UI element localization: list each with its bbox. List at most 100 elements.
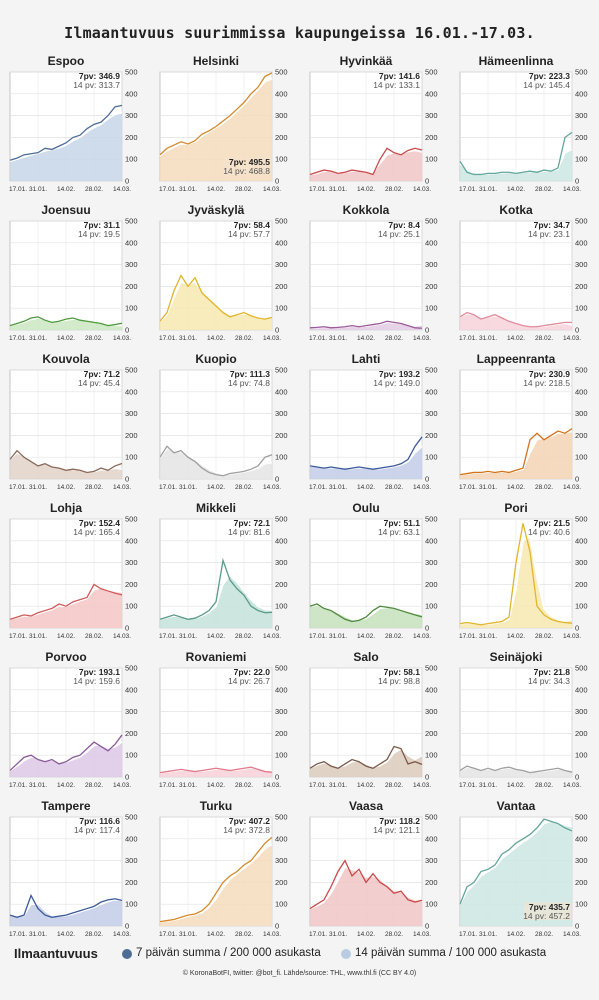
value-7pv: 7pv: 34.7 — [534, 220, 571, 230]
x-tick-label: 17.01. — [309, 633, 327, 640]
series-14pv-area — [160, 767, 272, 777]
city-panel: Kokkola 0 100 200 300 400 500 17.01. 31.01. 14.02… — [306, 201, 448, 347]
series-7pv-line — [159, 274, 273, 322]
y-tick-label: 500 — [125, 68, 138, 77]
x-tick-label: 14.02. — [57, 633, 75, 640]
value-7pv: 7pv: 193.1 — [79, 667, 120, 677]
value-7pv: 7pv: 21.8 — [534, 667, 571, 677]
y-tick-label: 100 — [125, 900, 138, 909]
series-7pv-line — [309, 745, 423, 769]
x-tick-label: 31.01. — [29, 782, 47, 789]
value-14pv: 14 pv: 149.0 — [373, 378, 420, 388]
panel-title: Pori — [504, 501, 527, 515]
x-tick-label: 17.01. — [159, 633, 177, 640]
value-14pv: 14 pv: 74.8 — [228, 378, 270, 388]
y-tick-label: 400 — [275, 89, 288, 98]
x-tick-label: 14.03. — [113, 186, 131, 193]
x-tick-label: 31.01. — [179, 782, 197, 789]
y-tick-label: 300 — [425, 111, 438, 120]
y-tick-label: 500 — [275, 217, 288, 226]
panel-title: Lahti — [352, 352, 381, 366]
series-7pv-line — [459, 311, 572, 328]
value-7pv: 7pv: 51.1 — [384, 518, 421, 528]
panel-title: Salo — [353, 650, 378, 664]
series-7pv-line — [309, 603, 423, 623]
y-tick-label: 200 — [425, 133, 438, 142]
value-7pv: 7pv: 141.6 — [379, 71, 420, 81]
legend: Ilmaantuvuus 7 päivän summa / 200 000 as… — [14, 944, 594, 966]
label-backdrop — [524, 902, 571, 920]
city-chart: Jyväskylä 0 100 200 300 400 500 17.01. 31.01. 14.… — [159, 203, 288, 342]
y-tick-label: 100 — [125, 602, 138, 611]
y-tick-label: 200 — [425, 580, 438, 589]
city-panel: Turku 0 100 200 300 400 500 17.01. 31.01. 14.02. 2… — [156, 797, 298, 943]
x-tick-label: 17.01. — [159, 484, 177, 491]
series-14pv-area — [10, 452, 122, 479]
y-tick-label: 0 — [425, 475, 429, 484]
y-tick-label: 200 — [275, 282, 288, 291]
value-14pv: 14 pv: 23.1 — [528, 229, 570, 239]
panel-title: Jyväskylä — [188, 203, 245, 217]
y-tick-label: 300 — [575, 260, 588, 269]
y-tick-label: 300 — [425, 856, 438, 865]
y-tick-label: 200 — [575, 431, 588, 440]
y-tick-label: 100 — [275, 751, 288, 760]
y-tick-label: 200 — [125, 580, 138, 589]
y-tick-label: 0 — [125, 475, 129, 484]
panel-title: Vaasa — [349, 799, 383, 813]
y-tick-label: 500 — [125, 664, 138, 673]
y-tick-label: 0 — [275, 773, 279, 782]
y-tick-label: 0 — [125, 177, 129, 186]
series-14pv-area — [10, 742, 122, 777]
y-tick-label: 300 — [575, 409, 588, 418]
series-14pv-area — [460, 313, 572, 330]
y-tick-label: 300 — [275, 707, 288, 716]
series-7pv-line — [9, 104, 123, 161]
y-tick-label: 500 — [575, 217, 588, 226]
y-tick-label: 400 — [275, 387, 288, 396]
city-chart: Porvoo 0 100 200 300 400 500 17.01. 31.01. 14.02.… — [9, 650, 138, 789]
x-tick-label: 14.02. — [357, 633, 375, 640]
value-14pv: 14 pv: 34.3 — [528, 676, 570, 686]
y-tick-label: 400 — [275, 536, 288, 545]
city-chart: Vaasa 0 100 200 300 400 500 17.01. 31.01. 14.02. 2… — [309, 799, 438, 938]
source-credit: © KoronaBotFI, twitter: @bot_fi. Lähde/s… — [182, 970, 417, 977]
y-tick-label: 200 — [575, 282, 588, 291]
y-tick-label: 100 — [275, 304, 288, 313]
y-tick-label: 0 — [275, 177, 279, 186]
y-tick-label: 0 — [575, 177, 579, 186]
series-7pv-line — [159, 445, 273, 477]
x-tick-label: 14.02. — [57, 186, 75, 193]
series-7pv-line — [309, 147, 423, 176]
city-chart: Espoo 0 100 200 300 400 500 17.01. 31.01. 14.02. 2… — [9, 54, 138, 193]
x-tick-label: 31.01. — [179, 484, 197, 491]
x-tick-label: 14.03. — [263, 633, 281, 640]
x-tick-label: 31.01. — [479, 633, 497, 640]
y-tick-label: 0 — [125, 922, 129, 931]
legend-label-7pv: 7 päivän summa / 200 000 asukasta — [136, 947, 321, 959]
series-7pv-line — [9, 583, 123, 620]
x-tick-label: 14.02. — [507, 186, 525, 193]
series-14pv-area — [10, 318, 122, 330]
x-tick-label: 28.02. — [235, 931, 253, 938]
y-tick-label: 200 — [425, 729, 438, 738]
y-tick-label: 200 — [275, 431, 288, 440]
city-chart: Lappeenranta 0 100 200 300 400 500 17.01. 31.01.… — [459, 352, 588, 491]
x-tick-label: 14.02. — [507, 633, 525, 640]
y-tick-label: 500 — [575, 366, 588, 375]
y-tick-label: 300 — [125, 856, 138, 865]
y-tick-label: 400 — [125, 387, 138, 396]
x-tick-label: 17.01. — [309, 931, 327, 938]
y-tick-label: 300 — [575, 707, 588, 716]
city-chart: Salo 0 100 200 300 400 500 17.01. 31.01. 14.02. 28… — [309, 650, 438, 789]
x-tick-label: 14.03. — [263, 931, 281, 938]
city-panel: Porvoo 0 100 200 300 400 500 17.01. 31.01. 14.02.… — [6, 648, 148, 794]
x-tick-label: 14.03. — [413, 484, 431, 491]
y-tick-label: 500 — [425, 813, 438, 822]
series-7pv-line — [159, 557, 273, 620]
series-14pv-area — [460, 821, 572, 926]
series-7pv-line — [459, 428, 573, 476]
y-tick-label: 300 — [425, 409, 438, 418]
y-tick-label: 100 — [425, 304, 438, 313]
